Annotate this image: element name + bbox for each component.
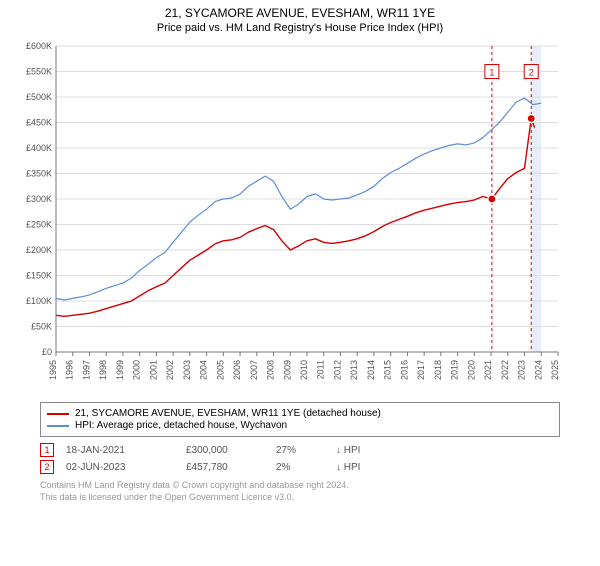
svg-text:£150K: £150K [26, 271, 52, 281]
line-chart-svg: £0 £50K £100K £150K £200K £250K £300K £350K £400… [8, 38, 568, 398]
transaction-pct: 27% [276, 445, 336, 456]
svg-text:2016: 2016 [399, 360, 409, 380]
svg-text:1997: 1997 [81, 360, 91, 380]
svg-text:2014: 2014 [366, 360, 376, 380]
svg-text:2015: 2015 [383, 360, 393, 380]
svg-text:2004: 2004 [199, 360, 209, 380]
svg-text:£400K: £400K [26, 143, 52, 153]
svg-text:£450K: £450K [26, 118, 52, 128]
footer-line-2: This data is licensed under the Open Gov… [40, 492, 560, 504]
transaction-pct: 2% [276, 462, 336, 473]
transaction-date: 02-JUN-2023 [66, 462, 186, 473]
transaction-date: 18-JAN-2021 [66, 445, 186, 456]
chart-title: 21, SYCAMORE AVENUE, EVESHAM, WR11 1YE [0, 6, 600, 20]
svg-text:2001: 2001 [148, 360, 158, 380]
svg-text:2: 2 [529, 68, 534, 78]
legend-swatch-hpi [47, 425, 69, 427]
svg-text:2005: 2005 [215, 360, 225, 380]
svg-text:£500K: £500K [26, 92, 52, 102]
svg-text:£600K: £600K [26, 41, 52, 51]
svg-text:2003: 2003 [182, 360, 192, 380]
chart-subtitle: Price paid vs. HM Land Registry's House … [0, 22, 600, 34]
transaction-vs-hpi: ↓ HPI [336, 462, 560, 473]
svg-text:£0: £0 [42, 347, 52, 357]
svg-text:2011: 2011 [316, 360, 326, 379]
svg-text:£100K: £100K [26, 296, 52, 306]
legend-label-property: 21, SYCAMORE AVENUE, EVESHAM, WR11 1YE (… [75, 408, 381, 419]
svg-text:2024: 2024 [533, 360, 543, 380]
svg-text:2019: 2019 [450, 360, 460, 380]
svg-text:2018: 2018 [433, 360, 443, 380]
transaction-row: 1 18-JAN-2021 £300,000 27% ↓ HPI [40, 443, 560, 457]
svg-text:2008: 2008 [266, 360, 276, 380]
svg-text:1995: 1995 [48, 360, 58, 380]
svg-text:2010: 2010 [299, 360, 309, 380]
transaction-row: 2 02-JUN-2023 £457,780 2% ↓ HPI [40, 460, 560, 474]
chart-area: £0 £50K £100K £150K £200K £250K £300K £350K £400… [8, 38, 568, 398]
svg-text:2000: 2000 [132, 360, 142, 380]
legend-row-property: 21, SYCAMORE AVENUE, EVESHAM, WR11 1YE (… [47, 408, 553, 419]
svg-text:1: 1 [489, 68, 494, 78]
legend-box: 21, SYCAMORE AVENUE, EVESHAM, WR11 1YE (… [40, 402, 560, 437]
svg-text:1998: 1998 [98, 360, 108, 380]
legend-row-hpi: HPI: Average price, detached house, Wych… [47, 420, 553, 431]
svg-text:£200K: £200K [26, 245, 52, 255]
svg-text:2017: 2017 [416, 360, 426, 380]
svg-text:2023: 2023 [517, 360, 527, 380]
transaction-marker-2: 2 [40, 460, 54, 474]
svg-text:£50K: £50K [31, 322, 52, 332]
svg-text:1996: 1996 [65, 360, 75, 380]
svg-text:2013: 2013 [349, 360, 359, 380]
svg-text:2007: 2007 [249, 360, 259, 380]
svg-text:2020: 2020 [466, 360, 476, 380]
svg-text:2009: 2009 [282, 360, 292, 380]
svg-text:£350K: £350K [26, 169, 52, 179]
svg-text:2006: 2006 [232, 360, 242, 380]
svg-text:2012: 2012 [332, 360, 342, 380]
svg-text:2022: 2022 [500, 360, 510, 380]
transaction-marker-1: 1 [40, 443, 54, 457]
svg-text:2021: 2021 [483, 360, 493, 380]
footer-attribution: Contains HM Land Registry data © Crown c… [40, 480, 560, 503]
transaction-vs-hpi: ↓ HPI [336, 445, 560, 456]
legend-swatch-property [47, 413, 69, 415]
transactions-table: 1 18-JAN-2021 £300,000 27% ↓ HPI 2 02-JU… [40, 443, 560, 474]
transaction-price: £457,780 [186, 462, 276, 473]
svg-text:2025: 2025 [550, 360, 560, 380]
transaction-price: £300,000 [186, 445, 276, 456]
svg-text:£250K: £250K [26, 220, 52, 230]
svg-text:2002: 2002 [165, 360, 175, 380]
footer-line-1: Contains HM Land Registry data © Crown c… [40, 480, 560, 492]
legend-label-hpi: HPI: Average price, detached house, Wych… [75, 420, 287, 431]
svg-text:£300K: £300K [26, 194, 52, 204]
svg-text:£550K: £550K [26, 67, 52, 77]
svg-text:1999: 1999 [115, 360, 125, 380]
